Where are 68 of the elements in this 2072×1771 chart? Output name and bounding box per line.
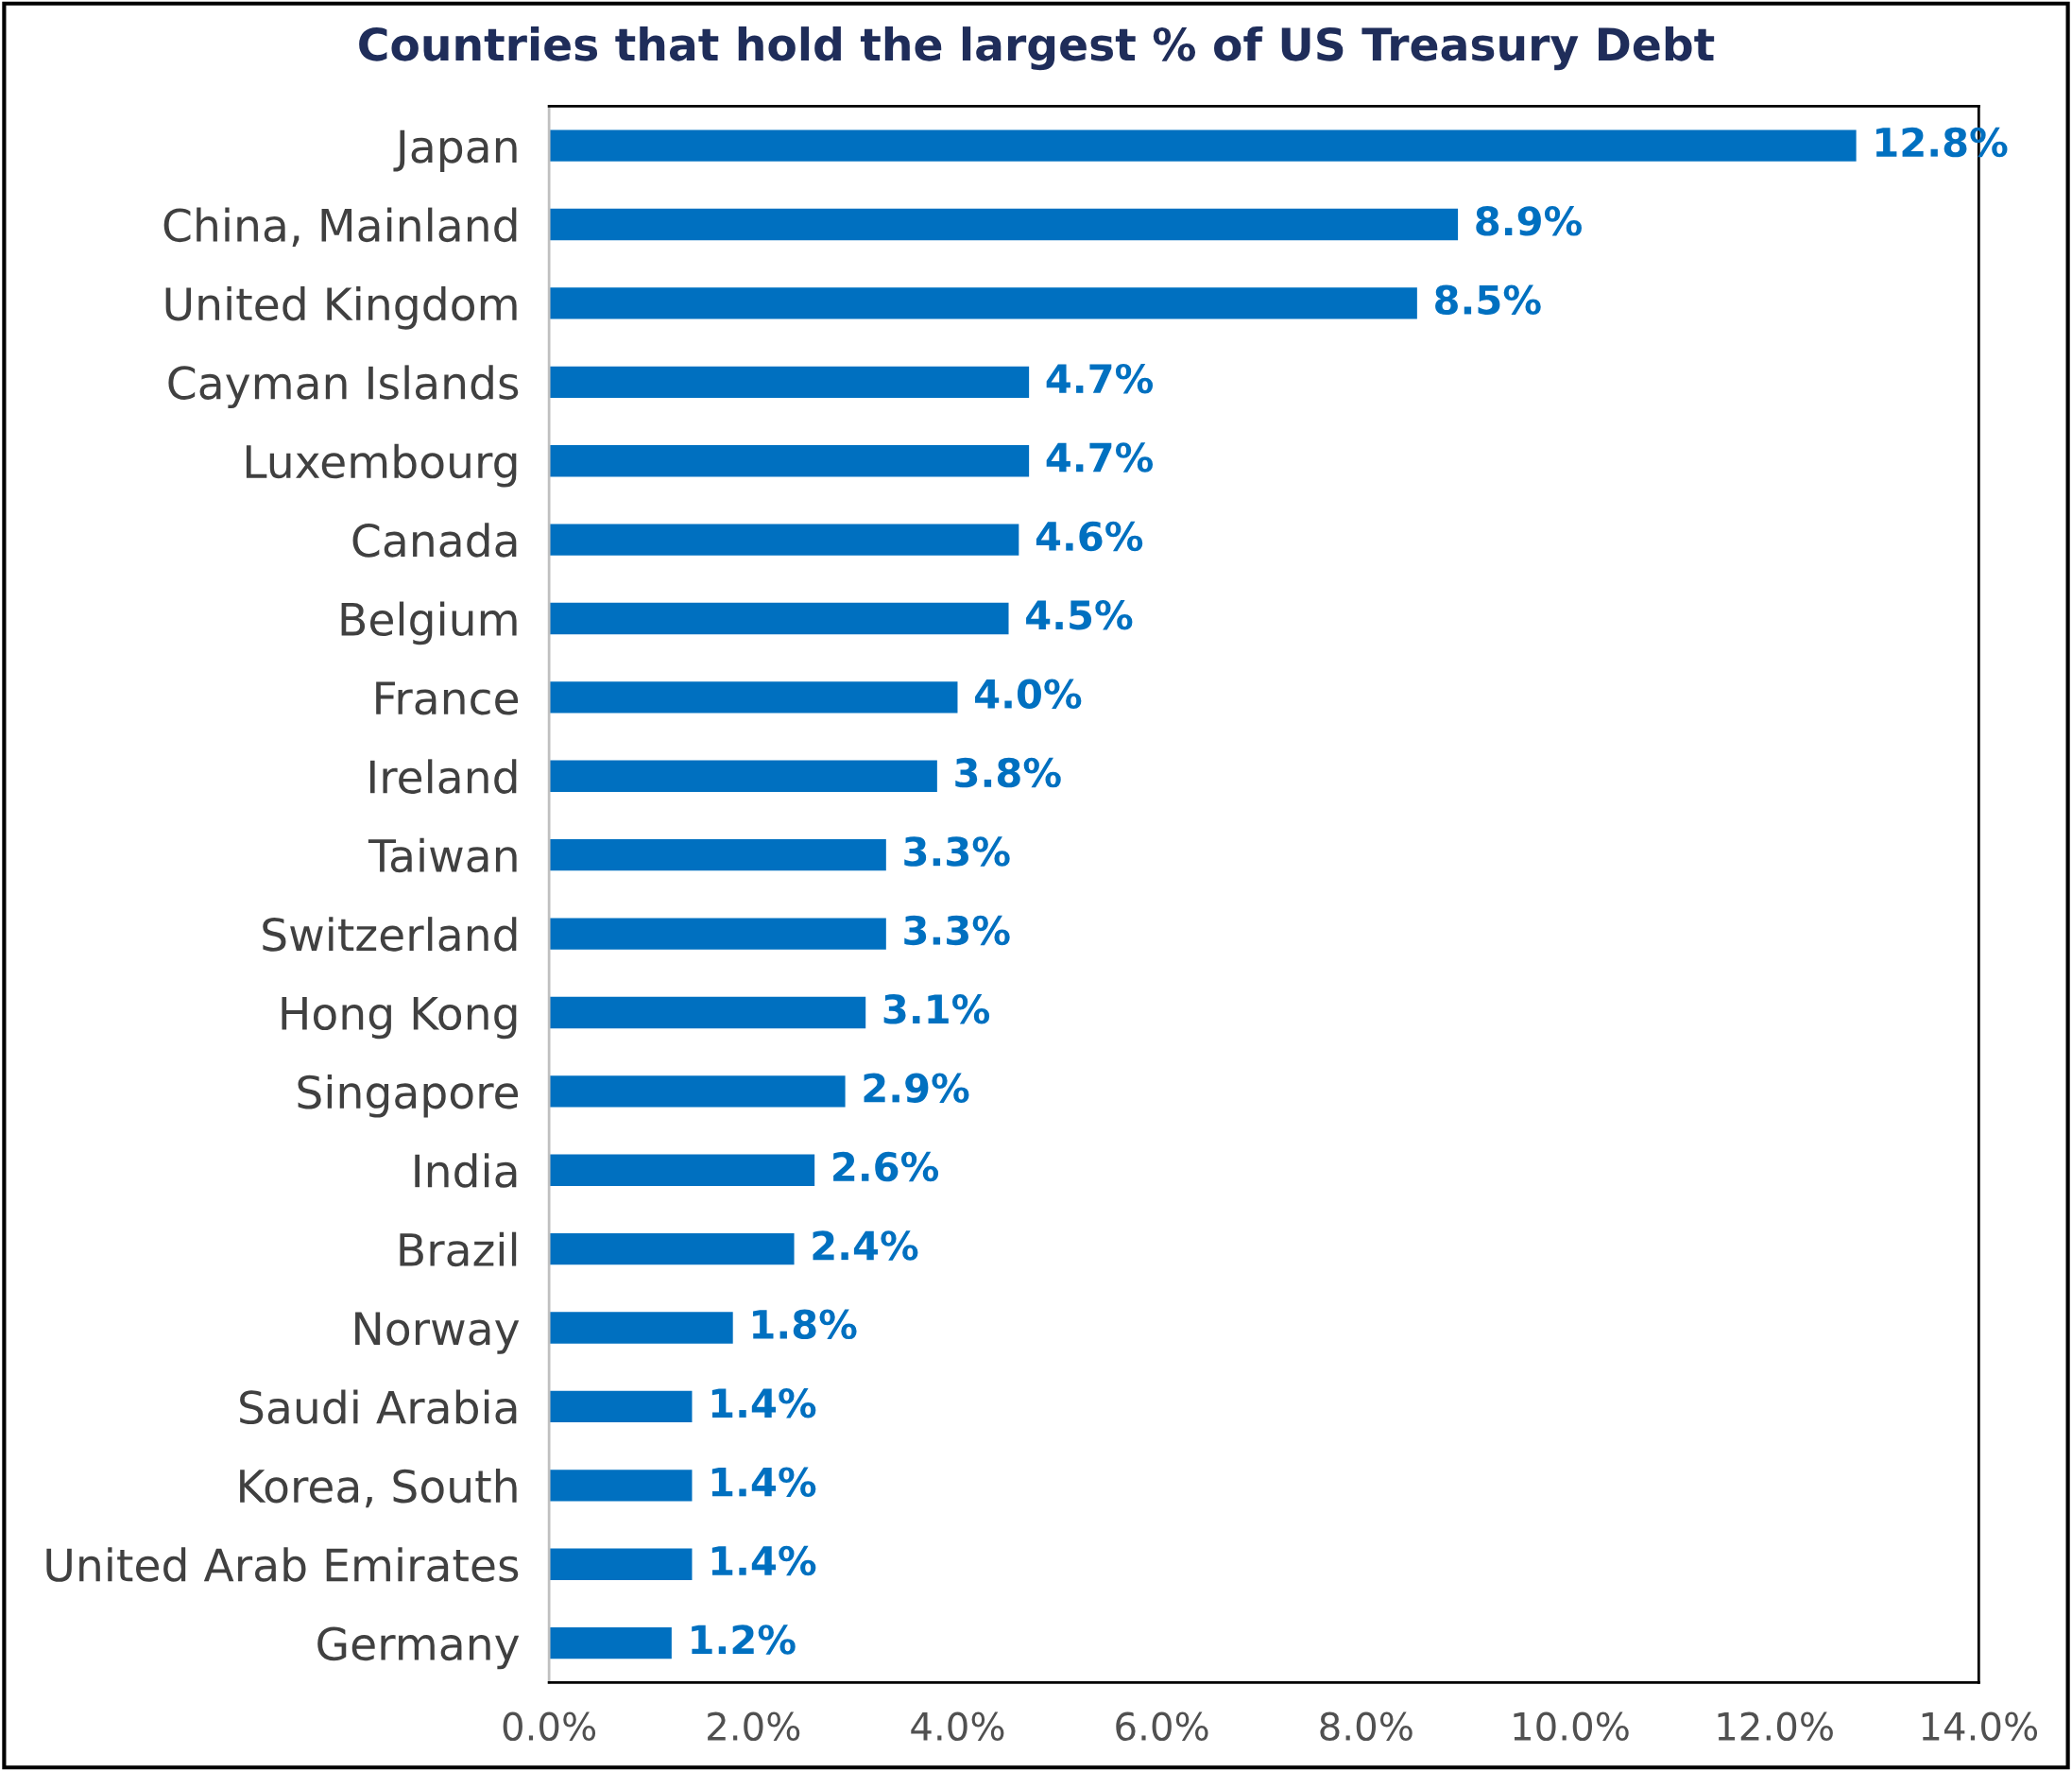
bar [549, 1626, 672, 1659]
y-tick-label: Canada [352, 523, 517, 558]
bar [549, 1154, 815, 1186]
data-label: 4.0% [975, 679, 1082, 709]
bar [549, 918, 886, 950]
bar [549, 681, 958, 714]
y-tick-label: Saudi Arabia [240, 1389, 517, 1425]
data-label: 4.7% [1046, 442, 1154, 473]
bar [549, 287, 1417, 319]
data-label: 3.1% [883, 994, 990, 1024]
data-label: 1.2% [692, 1625, 796, 1655]
bar [549, 1390, 693, 1423]
x-tick-label: 6.0% [1116, 1711, 1208, 1742]
y-tick-label: Norway [355, 1312, 520, 1354]
data-label: 3.3% [904, 915, 1010, 946]
data-label: 4.6% [1036, 521, 1143, 552]
bar [549, 524, 1019, 556]
data-label: 4.7% [1046, 363, 1154, 394]
x-tick-label: 8.0% [1320, 1711, 1413, 1742]
bar [549, 208, 1459, 241]
y-tick-label: United Kingdom [165, 285, 517, 330]
y-tick-label: China, Mainland [163, 207, 517, 247]
y-tick-label: Singapore [298, 1074, 519, 1118]
x-tick-label: 10.0% [1514, 1711, 1629, 1742]
y-tick-label: United Arab Emirates [46, 1547, 519, 1582]
bar [549, 602, 1009, 635]
x-tick-label: 12.0% [1718, 1711, 1833, 1742]
x-tick-label: 0.0% [503, 1711, 596, 1742]
y-tick-label: Germany [317, 1626, 520, 1670]
data-label: 1.4% [711, 1388, 816, 1419]
y-tick-label: Switzerland [263, 917, 517, 952]
bar [549, 1312, 733, 1344]
bar [549, 445, 1030, 477]
bar [549, 1470, 693, 1502]
data-label: 2.9% [864, 1073, 969, 1103]
data-label: 3.3% [904, 836, 1010, 867]
y-tick-label: Japan [393, 129, 517, 172]
y-tick-label: India [415, 1153, 517, 1188]
data-label: 2.4% [813, 1230, 918, 1261]
y-tick-label: Belgium [341, 601, 517, 645]
data-label: 1.8% [753, 1309, 857, 1340]
y-tick-label: Korea, South [240, 1468, 517, 1508]
bar [549, 760, 937, 792]
data-label: 4.5% [1026, 600, 1133, 630]
bar [549, 838, 886, 871]
data-label: 1.4% [711, 1545, 816, 1576]
y-tick-label: Luxembourg [246, 443, 517, 488]
x-tick-label: 2.0% [708, 1711, 800, 1742]
data-label: 8.5% [1435, 284, 1541, 316]
bar [549, 1075, 846, 1108]
y-tick-label: Taiwan [368, 837, 517, 873]
bar [549, 1232, 795, 1265]
data-label: 2.6% [833, 1151, 939, 1182]
data-label: 1.4% [711, 1467, 816, 1497]
x-tick-label: 4.0% [911, 1711, 1004, 1742]
y-tick-label: Hong Kong [282, 996, 517, 1040]
bar [549, 996, 866, 1029]
data-label: 3.8% [955, 757, 1061, 788]
bar [549, 366, 1030, 398]
y-tick-label: Cayman Islands [168, 365, 519, 409]
chart-title: Countries that hold the largest % of US Treasury Debt [359, 26, 1715, 71]
y-tick-label: Brazil [400, 1231, 517, 1267]
y-tick-label: France [376, 681, 519, 715]
data-label: 8.9% [1476, 206, 1582, 236]
bar [549, 129, 1857, 162]
x-tick-label: 14.0% [1922, 1711, 2038, 1742]
y-tick-label: Ireland [369, 759, 517, 794]
bar [549, 1548, 693, 1580]
